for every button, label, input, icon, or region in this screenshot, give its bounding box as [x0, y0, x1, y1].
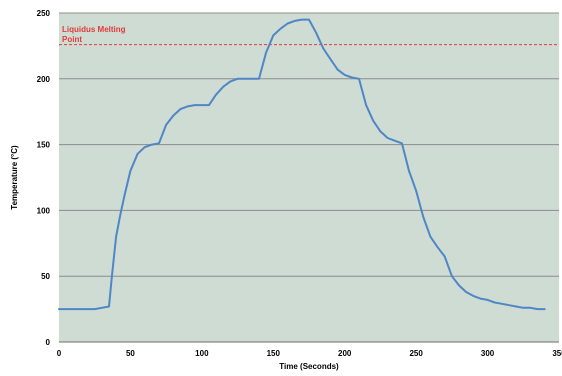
y-tick-label-100: 100 [37, 206, 51, 215]
x-tick-label-150: 150 [267, 349, 281, 358]
x-tick-label-300: 300 [481, 349, 495, 358]
x-axis-tick-labels: 0 50 100 150 200 250 300 350 [57, 349, 562, 358]
x-tick-label-50: 50 [126, 349, 135, 358]
gridlines [59, 12, 559, 343]
y-tick-label-0: 0 [46, 338, 51, 347]
series-group [58, 18, 546, 311]
x-tick-label-200: 200 [338, 349, 352, 358]
y-axis-title: Temperature (°C) [10, 145, 19, 210]
x-tick-label-0: 0 [57, 349, 62, 358]
y-axis-tick-labels: 0 50 100 150 200 250 [37, 9, 51, 347]
plot-area-background [59, 13, 559, 342]
y-tick-label-150: 150 [37, 141, 51, 150]
series-line-temperature [58, 18, 546, 311]
x-tick-label-100: 100 [195, 349, 209, 358]
y-tick-label-50: 50 [41, 272, 50, 281]
x-tick-label-350: 350 [552, 349, 562, 358]
y-tick-label-200: 200 [37, 75, 51, 84]
y-tick-label-250: 250 [37, 9, 51, 18]
reference-label-line2: Point [62, 35, 82, 44]
x-tick-label-250: 250 [409, 349, 423, 358]
reference-label-line1: Liquidus Melting [62, 25, 126, 34]
x-axis-title: Time (Seconds) [279, 362, 339, 371]
